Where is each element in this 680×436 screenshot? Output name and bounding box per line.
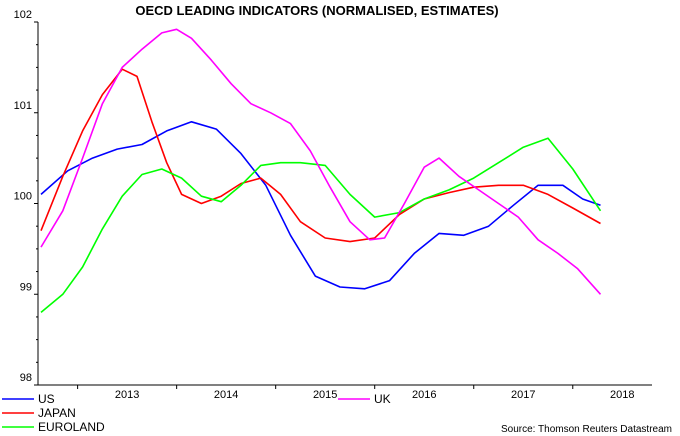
legend-label-euroland: EUROLAND — [38, 420, 105, 434]
y-tick-label: 102 — [14, 9, 32, 21]
x-tick-label: 2016 — [412, 389, 436, 401]
y-tick-label: 98 — [20, 372, 32, 384]
x-tick-label: 2013 — [115, 389, 139, 401]
series-line-euroland — [40, 137, 602, 314]
series-line-uk — [40, 28, 602, 295]
legend-label-japan: JAPAN — [38, 406, 76, 420]
y-tick-label: 99 — [20, 281, 32, 293]
chart-title: OECD LEADING INDICATORS (NORMALISED, EST… — [135, 3, 498, 18]
series-line-japan — [40, 68, 601, 243]
y-tick-label: 101 — [14, 100, 32, 112]
x-tick-label: 2014 — [214, 389, 238, 401]
x-tick-label: 2017 — [511, 389, 535, 401]
series-line-us — [40, 121, 601, 290]
legend-label-uk: UK — [374, 392, 391, 406]
legend-label-us: US — [38, 392, 55, 406]
y-tick-label: 100 — [14, 191, 32, 203]
series-lines — [40, 28, 602, 314]
x-tick-label: 2018 — [610, 389, 634, 401]
axes: 98 99 100 101 102 2013 2014 2015 2016 2017 2018 — [14, 9, 652, 401]
source-note: Source: Thomson Reuters Datastream — [501, 424, 672, 435]
x-tick-label: 2015 — [313, 389, 337, 401]
